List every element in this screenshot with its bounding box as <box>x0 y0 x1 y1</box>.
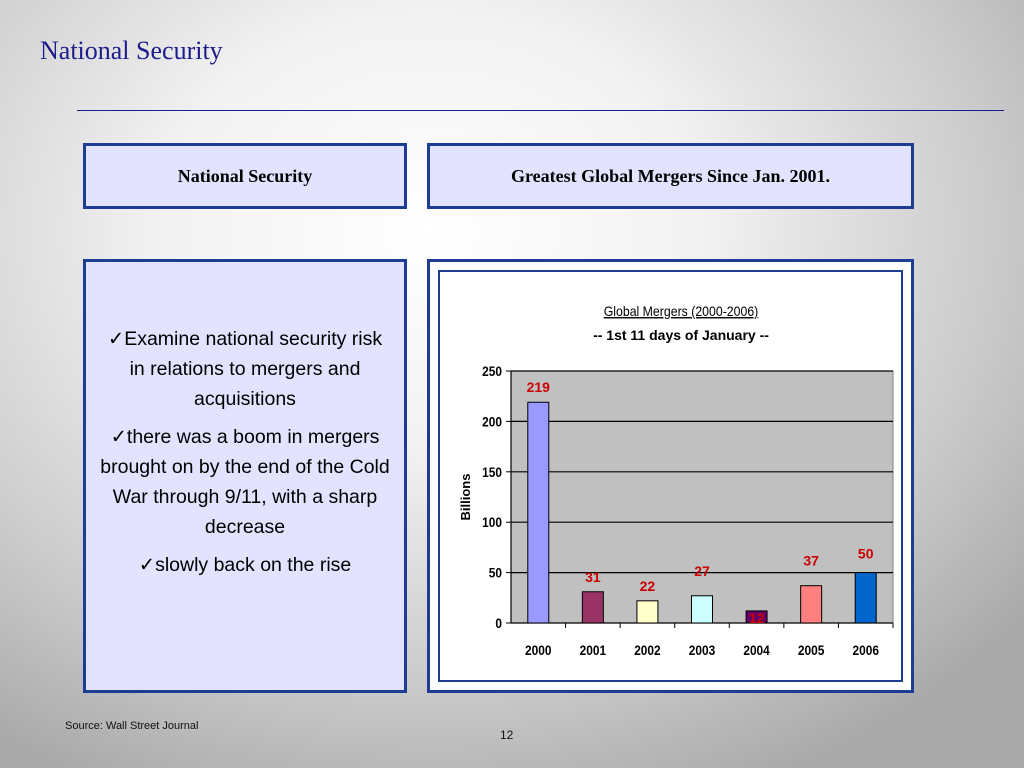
bar <box>854 572 877 624</box>
x-tick-label: 2005 <box>798 642 824 658</box>
bullet-item: ✓there was a boom in mergers brought on … <box>100 426 390 538</box>
right-header-box: Greatest Global Mergers Since Jan. 2001. <box>427 143 914 209</box>
bullet-list: ✓Examine national security risk in relat… <box>100 324 390 588</box>
y-tick-label: 50 <box>489 565 502 581</box>
data-label: 12 <box>749 610 765 626</box>
y-tick-label: 250 <box>482 363 502 379</box>
slide-title: National Security <box>40 36 223 65</box>
left-header-box: National Security <box>83 143 407 209</box>
data-label: 31 <box>585 569 601 585</box>
bullet-panel: ✓Examine national security risk in relat… <box>83 259 407 693</box>
title-divider <box>77 110 1004 111</box>
data-label: 22 <box>640 578 656 594</box>
left-header-text: National Security <box>177 165 313 186</box>
bar-chart: Global Mergers (2000-2006) -- 1st 11 days… <box>458 303 894 658</box>
data-label: 27 <box>694 563 710 579</box>
bar <box>800 585 823 624</box>
y-axis-label: Billions <box>458 474 473 521</box>
bar <box>527 401 550 624</box>
plot-area <box>510 370 894 624</box>
chart-title: Global Mergers (2000-2006) <box>604 303 759 319</box>
bar <box>691 595 713 624</box>
chart-panel: Global Mergers (2000-2006) -- 1st 11 days… <box>427 259 914 693</box>
chart-subtitle: -- 1st 11 days of January -- <box>593 327 769 343</box>
bar <box>581 591 604 624</box>
page-number: 12 <box>500 728 514 742</box>
data-label: 37 <box>803 553 819 569</box>
source-note: Source: Wall Street Journal <box>65 720 199 732</box>
chart-frame: Global Mergers (2000-2006) -- 1st 11 days… <box>438 270 903 682</box>
y-tick-label: 0 <box>495 615 502 631</box>
data-label: 219 <box>527 379 551 395</box>
y-tick-label: 100 <box>482 514 502 530</box>
x-tick-label: 2002 <box>634 642 660 658</box>
y-tick-label: 150 <box>482 464 502 480</box>
right-header-text: Greatest Global Mergers Since Jan. 2001. <box>510 165 831 186</box>
x-tick-label: 2001 <box>580 642 606 658</box>
x-tick-label: 2003 <box>689 642 715 658</box>
y-tick-label: 200 <box>482 413 502 429</box>
x-tick-label: 2004 <box>743 642 770 658</box>
bullet-item: ✓slowly back on the rise <box>138 554 352 576</box>
bullet-item: ✓Examine national security risk in relat… <box>107 328 383 410</box>
x-tick-label: 2006 <box>852 642 878 658</box>
bar <box>636 600 659 624</box>
data-label: 50 <box>858 546 874 562</box>
x-tick-label: 2000 <box>525 642 551 658</box>
bar <box>745 610 768 624</box>
